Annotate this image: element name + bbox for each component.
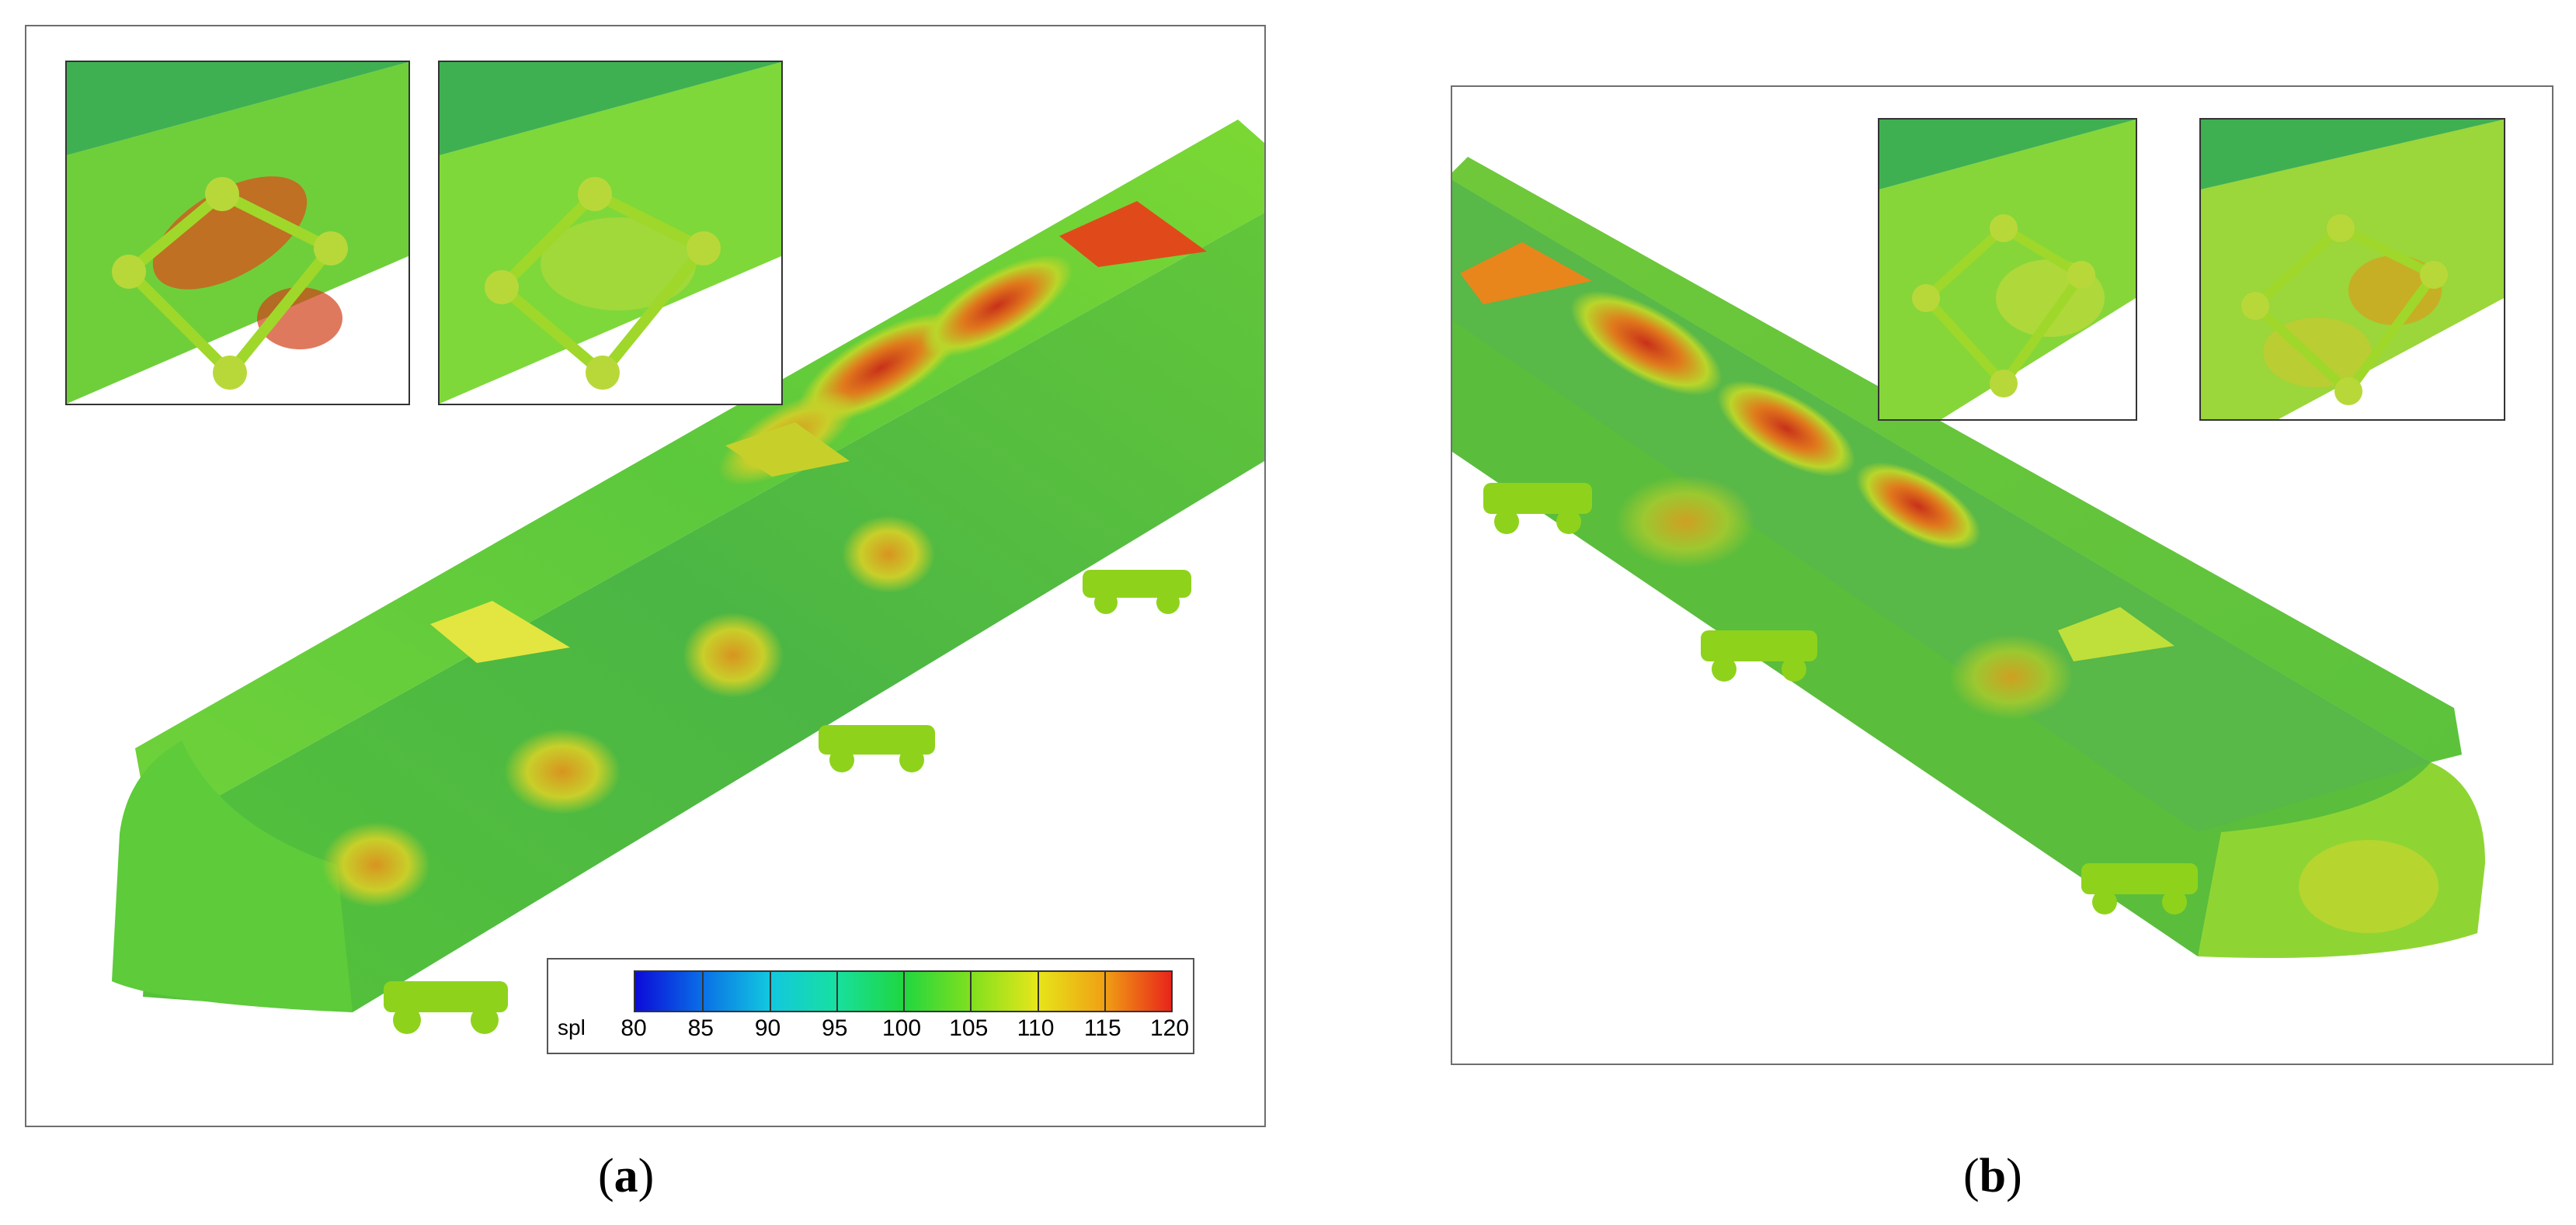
bogie-inset-icon [440, 62, 781, 404]
panel-a: spl 80 85 90 95 100 105 110 115 120 [25, 25, 1266, 1127]
bogie-inset-icon [1879, 120, 2136, 419]
colour-legend: spl 80 85 90 95 100 105 110 115 120 [547, 958, 1194, 1054]
legend-tick-label: 80 [621, 1015, 647, 1041]
legend-tick-label: 120 [1149, 1015, 1190, 1041]
bogie-inset-icon [2201, 120, 2504, 419]
bogie-inset-a-left [65, 61, 410, 405]
caption-a: (a) [598, 1150, 655, 1202]
legend-tick-label: 105 [949, 1015, 989, 1041]
legend-tick-label: 115 [1083, 1015, 1121, 1041]
legend-tick-label: 90 [754, 1015, 781, 1041]
bogie-inset-icon [67, 62, 408, 404]
legend-divider [1037, 972, 1039, 1011]
bogie-inset-b-right [2199, 118, 2505, 421]
legend-colour-bar [634, 970, 1173, 1012]
legend-divider [702, 972, 704, 1011]
legend-divider [769, 972, 771, 1011]
caption-b-letter: b [1979, 1150, 2007, 1202]
caption-b: (b) [1963, 1150, 2022, 1202]
legend-ticks: 80 85 90 95 100 105 110 115 120 [621, 1012, 1189, 1043]
train-body-b [1452, 157, 2485, 958]
legend-tick-label: 95 [822, 1015, 848, 1041]
bogie-inset-a-right [438, 61, 783, 405]
legend-divider [836, 972, 838, 1011]
legend-divider [970, 972, 972, 1011]
legend-variable-label: spl [558, 1015, 586, 1039]
bogie-inset-b-left [1878, 118, 2137, 421]
legend-divider [1104, 972, 1106, 1011]
legend-divider [903, 972, 905, 1011]
caption-a-letter: a [614, 1150, 638, 1202]
legend-tick-label: 85 [687, 1015, 714, 1041]
panel-b [1451, 85, 2553, 1065]
train-body-a [112, 120, 1264, 1034]
legend-tick-label: 100 [881, 1015, 922, 1041]
legend-tick-label: 110 [1017, 1015, 1055, 1041]
